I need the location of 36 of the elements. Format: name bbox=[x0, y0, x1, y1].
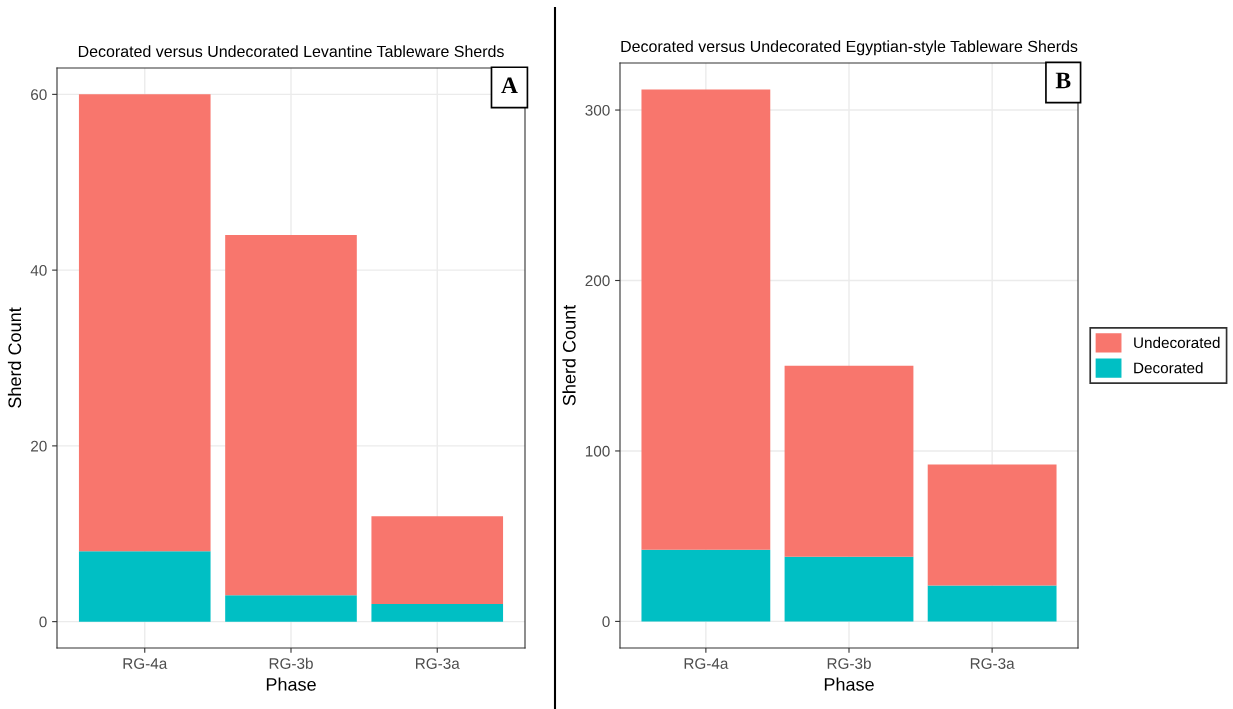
bar bbox=[641, 549, 771, 622]
x-axis-title: Phase bbox=[824, 677, 874, 691]
y-axis-title: Sherd Count bbox=[7, 307, 22, 408]
x-tick-label: RG-3b bbox=[827, 657, 871, 669]
legend-label: Undecorated bbox=[1134, 336, 1220, 349]
chart-title: Decorated versus Undecorated Levantine Tableware Sherds bbox=[78, 45, 504, 58]
chart-title: Decorated versus Undecorated Egyptian-style Tableware Sherds bbox=[621, 40, 1078, 56]
x-tick-label: RG-4a bbox=[123, 658, 168, 669]
bar bbox=[927, 585, 1057, 622]
annotation: B bbox=[1055, 72, 1071, 89]
bar bbox=[78, 94, 211, 552]
y-tick-label: 40 bbox=[30, 264, 47, 276]
bar bbox=[225, 595, 357, 622]
y-tick-label: 200 bbox=[585, 275, 610, 287]
legend-label: Decorated bbox=[1134, 362, 1203, 374]
y-tick-label: 0 bbox=[39, 616, 47, 628]
x-tick-label: RG-3a bbox=[970, 658, 1015, 669]
y-tick-label: 0 bbox=[602, 616, 610, 628]
x-tick-label: RG-4a bbox=[684, 658, 729, 669]
annotation: A bbox=[501, 77, 518, 94]
bar bbox=[371, 516, 504, 605]
x-axis-title: Phase bbox=[266, 677, 316, 691]
y-tick-label: 300 bbox=[585, 104, 610, 116]
bar bbox=[371, 604, 504, 622]
x-tick-label: RG-3a bbox=[416, 658, 460, 669]
x-tick-label: RG-3b bbox=[269, 657, 313, 669]
bar bbox=[225, 234, 357, 596]
bar bbox=[784, 365, 914, 557]
bar bbox=[927, 464, 1057, 586]
y-tick-label: 20 bbox=[31, 440, 47, 452]
y-tick-label: 60 bbox=[31, 89, 47, 101]
bar bbox=[784, 556, 914, 622]
y-axis-title: Sherd Count bbox=[562, 304, 576, 406]
bar bbox=[78, 551, 211, 622]
bar bbox=[641, 89, 771, 550]
y-tick-label: 100 bbox=[585, 445, 610, 457]
